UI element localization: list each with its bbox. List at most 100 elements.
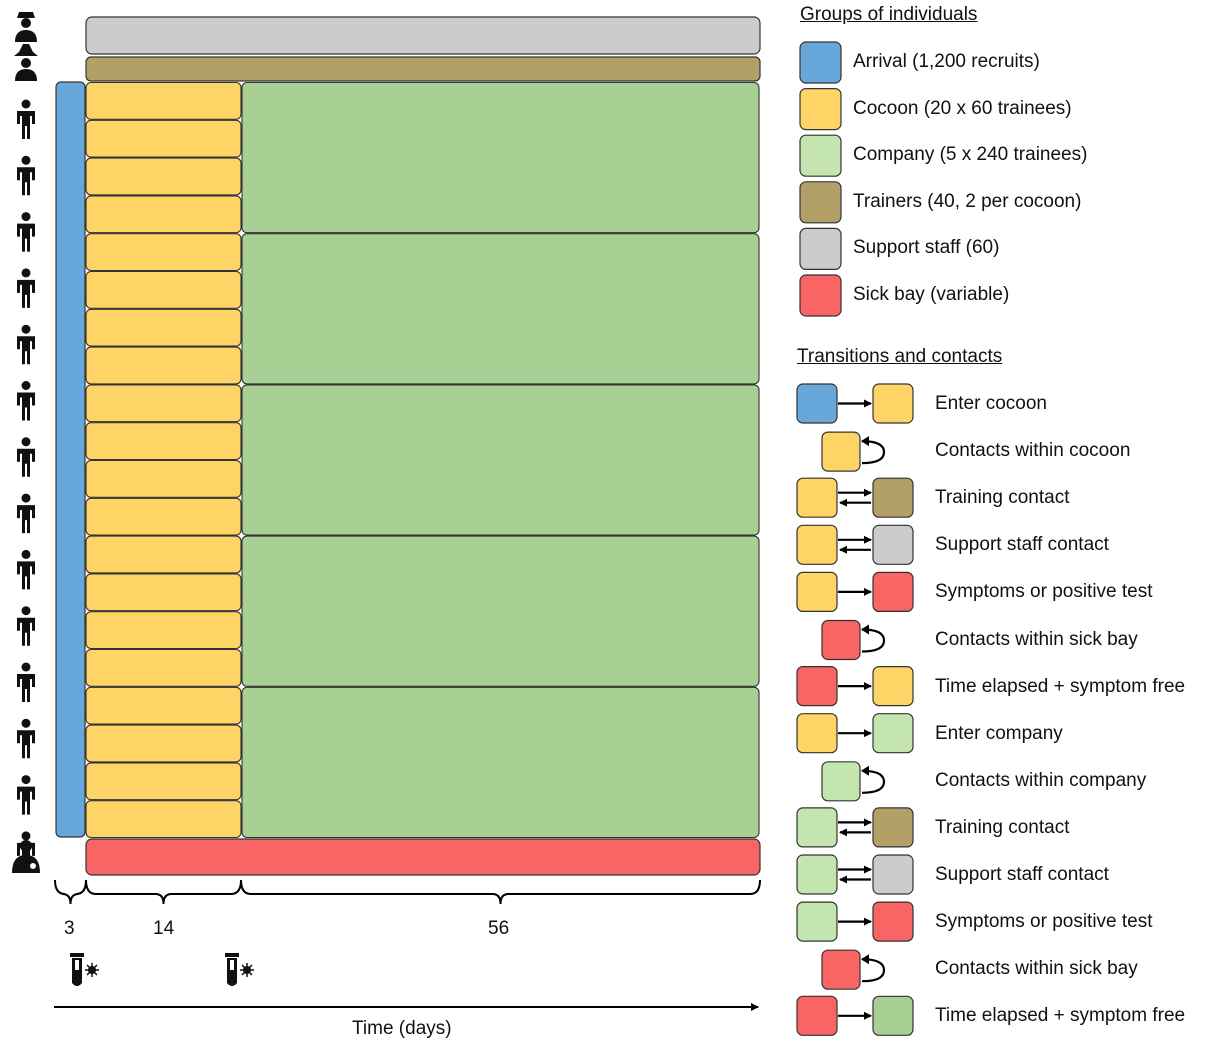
cocoon-block — [85, 573, 242, 612]
legend-swatch — [872, 713, 914, 754]
legend-swatch — [872, 477, 914, 518]
legend-swatch — [872, 665, 914, 707]
transition-legend-label: Time elapsed + symptom free — [935, 675, 1186, 697]
diagram-blocks — [55, 16, 761, 876]
medic-icon — [12, 840, 40, 873]
transition-legend-label: Support staff contact — [935, 534, 1109, 556]
cocoon-block — [85, 195, 242, 234]
support-staff-bar — [85, 16, 761, 55]
legend-swatch — [872, 524, 914, 565]
cocoon-block — [85, 611, 242, 650]
trainer-icon — [14, 44, 38, 81]
duration-label-cocoon: 14 — [153, 918, 175, 939]
duration-label-company: 56 — [488, 918, 510, 939]
legend-swatch — [799, 134, 842, 177]
cocoon-block — [85, 535, 242, 574]
legend-swatch — [796, 995, 838, 1036]
cocoon-block — [85, 724, 242, 763]
legend-swatch — [796, 665, 838, 707]
legend-swatch — [796, 901, 838, 942]
legend-swatch — [796, 477, 838, 518]
person-icon — [17, 99, 35, 139]
legend-swatch — [799, 274, 842, 317]
legend-swatches — [796, 41, 914, 1036]
transition-legend-label: Contacts within sick bay — [935, 958, 1138, 980]
person-icon — [17, 268, 35, 308]
transition-legend-label: Support staff contact — [935, 864, 1109, 885]
transition-legend-label: Enter company — [935, 722, 1063, 744]
legend-swatch — [821, 949, 861, 990]
person-icon — [17, 549, 35, 590]
cocoon-block — [85, 497, 242, 536]
group-legend-label: Trainers (40, 2 per cocoon) — [853, 190, 1082, 212]
legend-swatch — [796, 854, 838, 895]
legend-swatch — [872, 571, 914, 613]
transition-legend-label: Contacts within cocoon — [935, 440, 1131, 462]
legend-swatch — [796, 571, 838, 613]
group-legend-label: Sick bay (variable) — [853, 284, 1010, 305]
cocoon-block — [85, 157, 242, 196]
sick-bay-bar — [85, 838, 761, 876]
time-axis-label: Time (days) — [352, 1018, 452, 1039]
group-legend-label: Support staff (60) — [853, 237, 1000, 259]
cocoon-block — [85, 346, 242, 385]
person-icon — [17, 493, 35, 534]
legend-swatch — [796, 713, 838, 754]
legend-swatch — [821, 619, 861, 661]
cocoon-block — [85, 384, 242, 423]
person-icon — [17, 212, 35, 252]
legend-swatch — [796, 807, 838, 848]
person-icon — [17, 775, 35, 815]
person-icon — [17, 155, 35, 196]
self-loop-arrow — [861, 958, 886, 983]
legend-swatch — [799, 41, 842, 84]
transition-legend-label: Training contact — [935, 487, 1070, 509]
legend-swatch — [872, 383, 914, 424]
transition-legend-label: Contacts within company — [935, 769, 1147, 791]
left-icon-column — [12, 12, 40, 873]
company-block — [241, 233, 760, 385]
legend-swatch — [799, 181, 842, 224]
duration-brace — [54, 879, 87, 905]
transition-legend-label: Contacts within sick bay — [935, 628, 1138, 650]
groups-legend-title: Groups of individuals — [800, 4, 978, 25]
self-loop-arrow — [861, 769, 886, 794]
self-loop-arrow — [861, 628, 886, 653]
company-block — [241, 686, 760, 839]
legend-swatch — [796, 383, 838, 424]
transition-legend-label: Enter cocoon — [935, 393, 1047, 414]
legend-swatch — [821, 431, 861, 472]
legend-swatch — [872, 807, 914, 848]
group-legend-label: Company (5 x 240 trainees) — [853, 144, 1088, 166]
company-block — [241, 535, 760, 687]
legend-swatch — [796, 524, 838, 565]
cocoon-block — [85, 422, 242, 461]
transition-legend-label: Training contact — [935, 816, 1070, 838]
person-icon — [17, 324, 35, 365]
duration-brace — [240, 879, 761, 905]
person-icon — [17, 718, 35, 759]
legend-swatch — [872, 901, 914, 942]
legend-swatch — [821, 761, 861, 802]
cocoon-block — [85, 686, 242, 725]
arrival-bar — [55, 81, 86, 838]
cocoon-block — [85, 762, 242, 801]
person-icon — [17, 662, 35, 702]
cocoon-block — [85, 308, 242, 347]
duration-label-arrival: 3 — [64, 918, 75, 939]
person-icon — [17, 437, 35, 477]
cocoon-block — [85, 119, 242, 158]
support-staff-icon — [15, 12, 37, 42]
cocoon-block — [85, 459, 242, 498]
test-tube-icon — [70, 953, 99, 986]
group-legend-label: Arrival (1,200 recruits) — [853, 51, 1040, 72]
person-icon — [17, 381, 35, 421]
legend-swatch — [799, 227, 842, 270]
legend-swatch — [872, 854, 914, 895]
cocoon-block — [85, 233, 242, 272]
duration-brace — [85, 879, 242, 905]
group-legend-label: Cocoon (20 x 60 trainees) — [853, 97, 1072, 119]
person-icon — [17, 606, 35, 646]
test-tube-icon — [225, 953, 254, 986]
